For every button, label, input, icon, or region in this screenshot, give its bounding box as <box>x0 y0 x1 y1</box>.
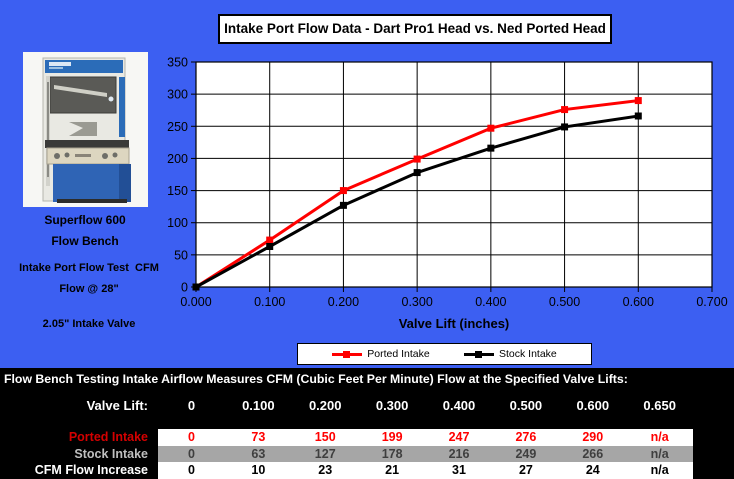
table-cell: n/a <box>650 463 669 477</box>
y-tick-label: 300 <box>167 88 188 102</box>
y-tick-label: 250 <box>167 120 188 134</box>
valve-lift-row-label: Valve Lift: <box>86 397 148 413</box>
table-row-label: Stock Intake <box>74 446 148 461</box>
data-point-marker <box>487 124 495 132</box>
table-cell: 276 <box>515 430 537 444</box>
table-row-band: 0 73 150 199 247 276 290 n/a <box>158 429 694 446</box>
legend-entry: Ported Intake <box>332 348 430 360</box>
table-header-text: Flow Bench Testing Intake Airflow Measur… <box>4 372 628 386</box>
legend-marker <box>474 350 482 358</box>
test-description-line2: Flow @ 28" <box>59 283 119 295</box>
table-cell: 73 <box>251 430 266 444</box>
x-axis-title: Valve Lift (inches) <box>398 316 510 331</box>
data-point-marker <box>339 187 347 195</box>
data-point-marker <box>192 283 200 291</box>
data-point-marker <box>561 106 569 114</box>
table-row: Stock Intake 0 63 127 178 216 249 266 n/a <box>0 445 694 462</box>
chart-legend: Ported Intake Stock Intake <box>297 343 592 365</box>
x-tick-label: 0.300 <box>402 295 433 309</box>
table-cell: n/a <box>650 430 669 444</box>
data-point-marker <box>634 97 642 105</box>
photo-caption-line2: Flow Bench <box>51 234 119 248</box>
legend-entry: Stock Intake <box>463 348 557 360</box>
table-cell: 0 <box>187 430 195 444</box>
data-point-marker <box>339 201 347 209</box>
valve-lift-value: 0 <box>187 397 196 413</box>
y-tick-label: 0 <box>181 281 188 295</box>
flow-bench-photo-illustration <box>23 52 148 207</box>
data-table-section: Flow Bench Testing Intake Airflow Measur… <box>0 368 734 479</box>
table-cell: 216 <box>448 446 470 461</box>
photo-caption-line1: Superflow 600 <box>44 213 126 227</box>
table-row-label: CFM Flow Increase <box>34 463 148 478</box>
table-cell: 63 <box>251 446 266 461</box>
table-cell: 247 <box>448 430 470 444</box>
valve-lift-values: 0 0.100 0.200 0.300 0.400 0.500 0.600 0.650 <box>158 398 693 413</box>
table-cell: 0 <box>187 463 195 477</box>
x-tick-label: 0.200 <box>328 295 359 309</box>
valve-size-label: 2.05" Intake Valve <box>42 318 136 330</box>
table-cell: 10 <box>251 463 266 477</box>
legend-line-sample <box>463 350 494 358</box>
x-tick-label: 0.100 <box>254 295 285 309</box>
valve-lift-value: 0.600 <box>576 397 610 413</box>
test-description-line1: Intake Port Flow Test CFM <box>19 262 159 274</box>
legend-label: Ported Intake <box>367 348 430 360</box>
table-row: Ported Intake 0 73 150 199 247 276 290 n/a <box>0 429 694 446</box>
y-tick-label: 350 <box>167 56 188 70</box>
chart-section: Intake Port Flow Data - Dart Pro1 Head v… <box>0 0 734 368</box>
table-cell: 199 <box>381 430 403 444</box>
table-row-band: 0 10 23 21 31 27 24 n/a <box>158 462 694 479</box>
valve-lift-value: 0.500 <box>509 397 543 413</box>
valve-lift-value: 0.400 <box>442 397 476 413</box>
table-cell: 266 <box>582 446 604 461</box>
table-cell: 127 <box>314 446 336 461</box>
table-cell: n/a <box>650 446 669 461</box>
y-tick-label: 150 <box>167 184 188 198</box>
legend-marker <box>343 350 351 358</box>
data-point-marker <box>561 123 569 131</box>
plot-border <box>195 61 713 288</box>
table-cell: 24 <box>585 463 600 477</box>
data-point-marker <box>487 144 495 152</box>
table-row-band: 0 63 127 178 216 249 266 n/a <box>158 445 694 462</box>
valve-lift-value: 0.200 <box>308 397 342 413</box>
y-tick-label: 200 <box>167 152 188 166</box>
flow-bench-photo <box>23 52 148 207</box>
data-point-marker <box>413 155 421 163</box>
valve-lift-value: 0.300 <box>375 397 409 413</box>
x-tick-label: 0.600 <box>623 295 654 309</box>
table-cell: 0 <box>187 446 195 461</box>
table-row: CFM Flow Increase 0 10 23 21 31 27 24 n/a <box>0 462 694 479</box>
x-tick-label: 0.500 <box>549 295 580 309</box>
y-tick-label: 50 <box>174 248 188 262</box>
legend-line-sample <box>332 350 363 358</box>
x-tick-label: 0.400 <box>475 295 506 309</box>
table-cell: 31 <box>452 463 466 477</box>
table-row-label: Ported Intake <box>68 430 148 445</box>
x-tick-label: 0.000 <box>180 295 211 309</box>
x-tick-label: 0.700 <box>696 295 727 309</box>
valve-lift-value: 0.100 <box>242 397 275 413</box>
valve-lift-row: Valve Lift: 0 0.100 0.200 0.300 0.400 0.500 0.… <box>0 395 693 415</box>
plot-area <box>196 62 712 287</box>
legend-label: Stock Intake <box>498 348 557 360</box>
data-point-marker <box>266 243 274 250</box>
chart-title: Intake Port Flow Data - Dart Pro1 Head v… <box>218 14 612 44</box>
table-cell: 178 <box>381 446 403 461</box>
table-cell: 23 <box>318 463 333 477</box>
table-cell: 27 <box>518 463 533 477</box>
data-point-marker <box>634 112 642 120</box>
table-cell: 21 <box>385 463 400 477</box>
flow-line-chart: 0 50 100 150 200 250 300 350 0.000 0.100 0.200 0.30… <box>167 56 728 310</box>
data-point-marker <box>413 169 421 177</box>
data-point-marker <box>266 236 274 244</box>
table-cell: 290 <box>582 430 604 444</box>
y-tick-label: 100 <box>167 216 188 230</box>
table-cell: 150 <box>314 430 336 444</box>
table-cell: 249 <box>515 446 537 461</box>
valve-lift-value: 0.650 <box>643 397 676 413</box>
